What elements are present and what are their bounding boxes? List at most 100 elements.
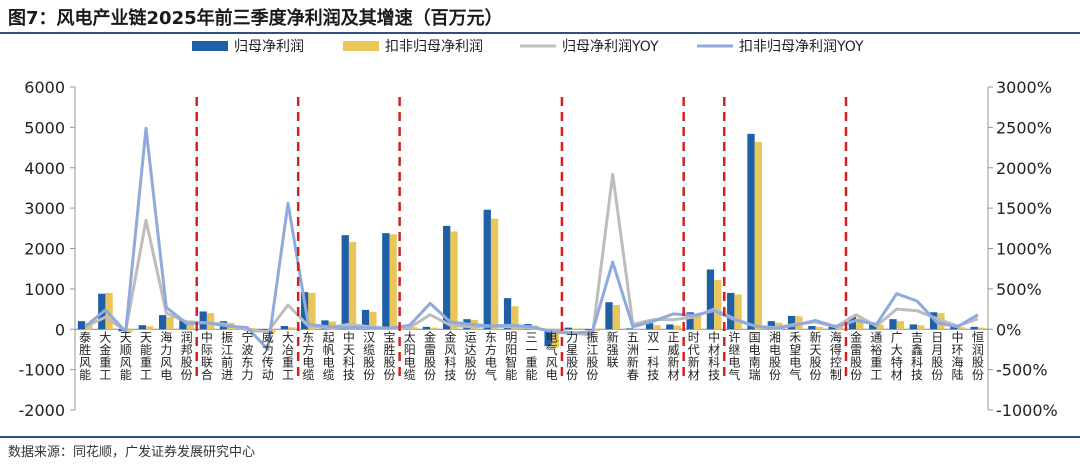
- bar-deducted-net-profit: [369, 311, 377, 330]
- x-tick-label: 时代新材: [688, 330, 700, 382]
- bar-net-profit: [280, 326, 289, 330]
- chart-title: 图7：风电产业链2025年前三季度净利润及其增速（百万元）: [8, 8, 503, 29]
- x-tick-label: 天顺风能: [120, 330, 132, 382]
- x-tick-label: 明阳智能: [505, 330, 517, 382]
- bar-deducted-net-profit: [896, 321, 905, 330]
- x-tick-label: 东方电气: [485, 330, 497, 382]
- y2-tick-label: 2500%: [996, 118, 1052, 137]
- y-tick-label: 5000: [24, 118, 65, 137]
- bar-deducted-net-profit: [592, 329, 600, 331]
- bar-net-profit: [727, 292, 735, 330]
- bar-deducted-net-profit: [125, 329, 134, 332]
- bar-net-profit: [666, 324, 674, 330]
- x-tick-label: 东方电缆: [302, 330, 314, 382]
- x-tick-label: 广大特材: [891, 330, 903, 382]
- x-tick-label: 润邦股份: [181, 330, 193, 382]
- x-tick-label: 大冶重工: [282, 330, 294, 382]
- bar-net-profit: [77, 321, 86, 330]
- y2-tick-label: 1000%: [996, 240, 1052, 259]
- bar-net-profit: [503, 298, 512, 330]
- legend-swatch: [343, 41, 379, 51]
- bar-net-profit: [118, 329, 126, 332]
- x-tick-label: 海力风电: [160, 329, 172, 382]
- y-tick-label: 1000: [24, 280, 65, 299]
- bar-net-profit: [341, 235, 349, 330]
- legend-label: 归母净利润YOY: [562, 38, 659, 55]
- bar-deducted-net-profit: [957, 327, 965, 330]
- bar-deducted-net-profit: [632, 329, 641, 330]
- y2-tick-label: -500%: [996, 361, 1048, 380]
- bar-net-profit: [361, 309, 370, 330]
- legend-swatch: [192, 41, 228, 51]
- line-deducted-net-profit-yoy: [84, 126, 979, 351]
- x-tick-label: 太阳电缆: [404, 329, 416, 382]
- bar-deducted-net-profit: [835, 325, 844, 330]
- chart-source: 数据来源：同花顺，广发证券发展研究中心: [8, 445, 256, 460]
- x-tick-label: 中天科技: [343, 329, 355, 382]
- x-tick-label: 天能重工: [140, 330, 152, 382]
- line-net-profit-yoy: [84, 172, 979, 338]
- legend-label: 扣非归母净利润: [385, 38, 483, 55]
- bar-net-profit: [443, 225, 451, 330]
- x-tick-label: 力星股份: [566, 330, 578, 382]
- y-tick-label: 3000: [24, 199, 65, 218]
- x-tick-label: 威力传动: [262, 330, 274, 382]
- x-tick-label: 中环海陆: [952, 329, 964, 382]
- bar-net-profit: [645, 323, 654, 330]
- bar-deducted-net-profit: [653, 325, 661, 330]
- x-tick-label: 国电南瑞: [749, 330, 761, 382]
- x-tick-label: 许继电气: [728, 330, 740, 382]
- x-tick-label: 五洲新春: [627, 330, 639, 382]
- x-tick-label: 禾望电气: [789, 330, 801, 382]
- x-tick-label: 中材科技: [708, 329, 720, 382]
- bar-deducted-net-profit: [430, 327, 438, 330]
- x-tick-label: 电气风电: [546, 330, 558, 382]
- bar-net-profit: [970, 326, 978, 330]
- legend-label: 扣非归母净利润YOY: [739, 38, 864, 55]
- bar-net-profit: [787, 315, 796, 330]
- bar-deducted-net-profit: [206, 313, 215, 330]
- bar-net-profit: [483, 209, 491, 330]
- bar-net-profit: [889, 319, 897, 330]
- bar-deducted-net-profit: [916, 325, 925, 330]
- bar-deducted-net-profit: [815, 326, 823, 330]
- bar-deducted-net-profit: [348, 242, 357, 330]
- bar-deducted-net-profit: [612, 305, 620, 330]
- bar-deducted-net-profit: [511, 306, 519, 330]
- bar-deducted-net-profit: [714, 279, 722, 330]
- bar-net-profit: [382, 233, 390, 330]
- x-tick-label: 中际联合: [201, 329, 213, 382]
- x-tick-label: 金风科技: [444, 329, 456, 382]
- x-tick-label: 双一科技: [647, 330, 659, 382]
- bar-net-profit: [686, 312, 694, 330]
- bar-net-profit: [544, 329, 552, 347]
- y2-tick-label: 0%: [996, 320, 1021, 339]
- bar-net-profit: [179, 319, 187, 330]
- y2-tick-label: 2000%: [996, 159, 1052, 178]
- x-tick-label: 宝胜股份: [383, 330, 395, 382]
- x-tick-label: 汉缆股份: [363, 330, 375, 382]
- bar-deducted-net-profit: [734, 294, 742, 330]
- bar-net-profit: [422, 326, 431, 330]
- chart-svg: 归母净利润 扣非归母净利润 归母净利润YOY 扣非归母净利润YOY -2000 -1000…: [19, 38, 1058, 420]
- bar-net-profit: [199, 311, 207, 330]
- y2-tick-label: -1000%: [996, 401, 1058, 420]
- bar-deducted-net-profit: [146, 326, 154, 330]
- bar-deducted-net-profit: [754, 141, 762, 330]
- y2-tick-label: 3000%: [996, 78, 1052, 97]
- title-rule: [0, 32, 1080, 34]
- y-tick-label: 6000: [24, 78, 65, 97]
- bar-net-profit: [706, 269, 715, 330]
- x-tick-label: 振江股份: [586, 330, 598, 382]
- bar-deducted-net-profit: [450, 231, 458, 330]
- y2-tick-label: 500%: [996, 280, 1042, 299]
- source-rule: [0, 436, 1080, 438]
- bar-net-profit: [808, 326, 816, 330]
- bar-deducted-net-profit: [166, 317, 174, 330]
- x-tick-label: 日月股份: [931, 330, 943, 382]
- bar-net-profit: [321, 320, 329, 330]
- x-tick-label: 三一重能: [525, 330, 537, 382]
- bar-deducted-net-profit: [977, 327, 986, 330]
- bar-deducted-net-profit: [308, 292, 316, 330]
